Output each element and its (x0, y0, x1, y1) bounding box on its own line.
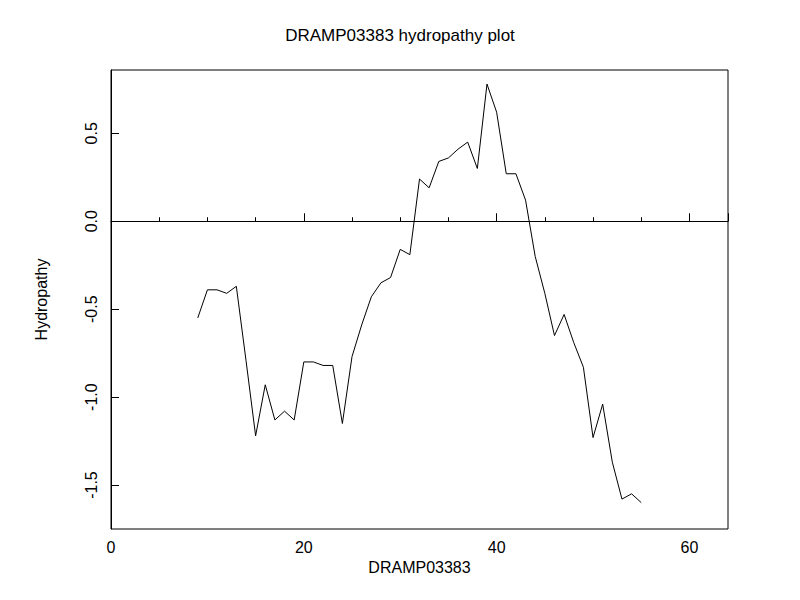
svg-text:-1.5: -1.5 (83, 471, 100, 499)
svg-text:-1.0: -1.0 (83, 383, 100, 411)
svg-text:20: 20 (295, 539, 313, 556)
svg-text:0.5: 0.5 (83, 122, 100, 144)
svg-text:DRAMP03383 hydropathy plot: DRAMP03383 hydropathy plot (285, 26, 515, 45)
svg-text:0: 0 (107, 539, 116, 556)
svg-text:Hydropathy: Hydropathy (33, 259, 50, 341)
svg-text:60: 60 (681, 539, 699, 556)
svg-text:-0.5: -0.5 (83, 295, 100, 323)
svg-text:40: 40 (488, 539, 506, 556)
svg-text:0.0: 0.0 (83, 210, 100, 232)
svg-text:DRAMP03383: DRAMP03383 (368, 559, 470, 576)
